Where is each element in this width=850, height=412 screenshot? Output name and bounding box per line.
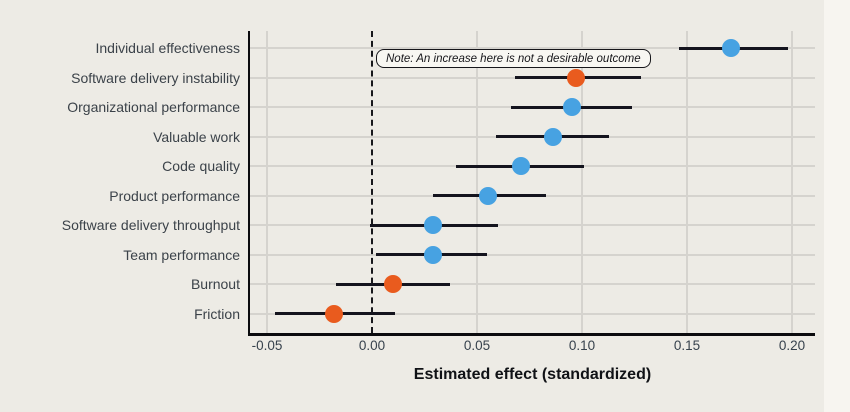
x-tick-label: 0.10 [568, 338, 596, 353]
y-gridline [250, 253, 815, 256]
x-gridline [476, 31, 478, 333]
y-gridline [250, 283, 815, 285]
x-axis-spine [248, 333, 815, 336]
annotation-note: Note: An increase here is not a desirabl… [376, 49, 651, 68]
y-axis-label: Valuable work [153, 128, 240, 145]
x-gridline [791, 31, 793, 333]
estimate-dot [512, 157, 531, 175]
y-axis-label: Team performance [123, 246, 240, 263]
y-gridline [250, 224, 815, 226]
y-axis-label: Burnout [190, 276, 240, 292]
x-tick-label: 0.15 [673, 338, 701, 353]
y-axis-label: Software delivery throughput [61, 217, 240, 233]
y-axis-label: Software delivery instability [71, 69, 240, 86]
estimate-dot [325, 304, 344, 323]
y-axis-label: Organizational performance [67, 99, 240, 115]
x-tick-label: 0.00 [358, 338, 386, 353]
estimate-dot [562, 98, 581, 116]
estimate-dot [423, 216, 442, 234]
y-axis-label: Product performance [109, 187, 240, 204]
x-gridline [581, 31, 583, 333]
x-tick-label: 0.05 [463, 338, 491, 353]
x-gridline [266, 31, 268, 333]
estimate-dot [722, 39, 741, 57]
estimate-dot [543, 127, 562, 146]
estimate-dot [478, 186, 497, 205]
estimate-dot [423, 245, 442, 264]
estimate-dot [384, 275, 402, 293]
estimate-dot [566, 68, 585, 87]
x-tick-label: 0.20 [778, 338, 806, 353]
y-gridline [250, 47, 815, 49]
y-axis-label: Code quality [162, 158, 240, 174]
x-axis-title: Estimated effect (standardized) [413, 366, 652, 383]
x-tick-label: -0.05 [251, 338, 283, 353]
x-gridline [686, 31, 688, 333]
y-gridline [250, 312, 815, 315]
y-axis-spine [248, 31, 250, 333]
y-axis-label: Friction [194, 305, 240, 322]
zero-reference-line [371, 31, 373, 333]
y-axis-label: Individual effectiveness [95, 40, 241, 56]
